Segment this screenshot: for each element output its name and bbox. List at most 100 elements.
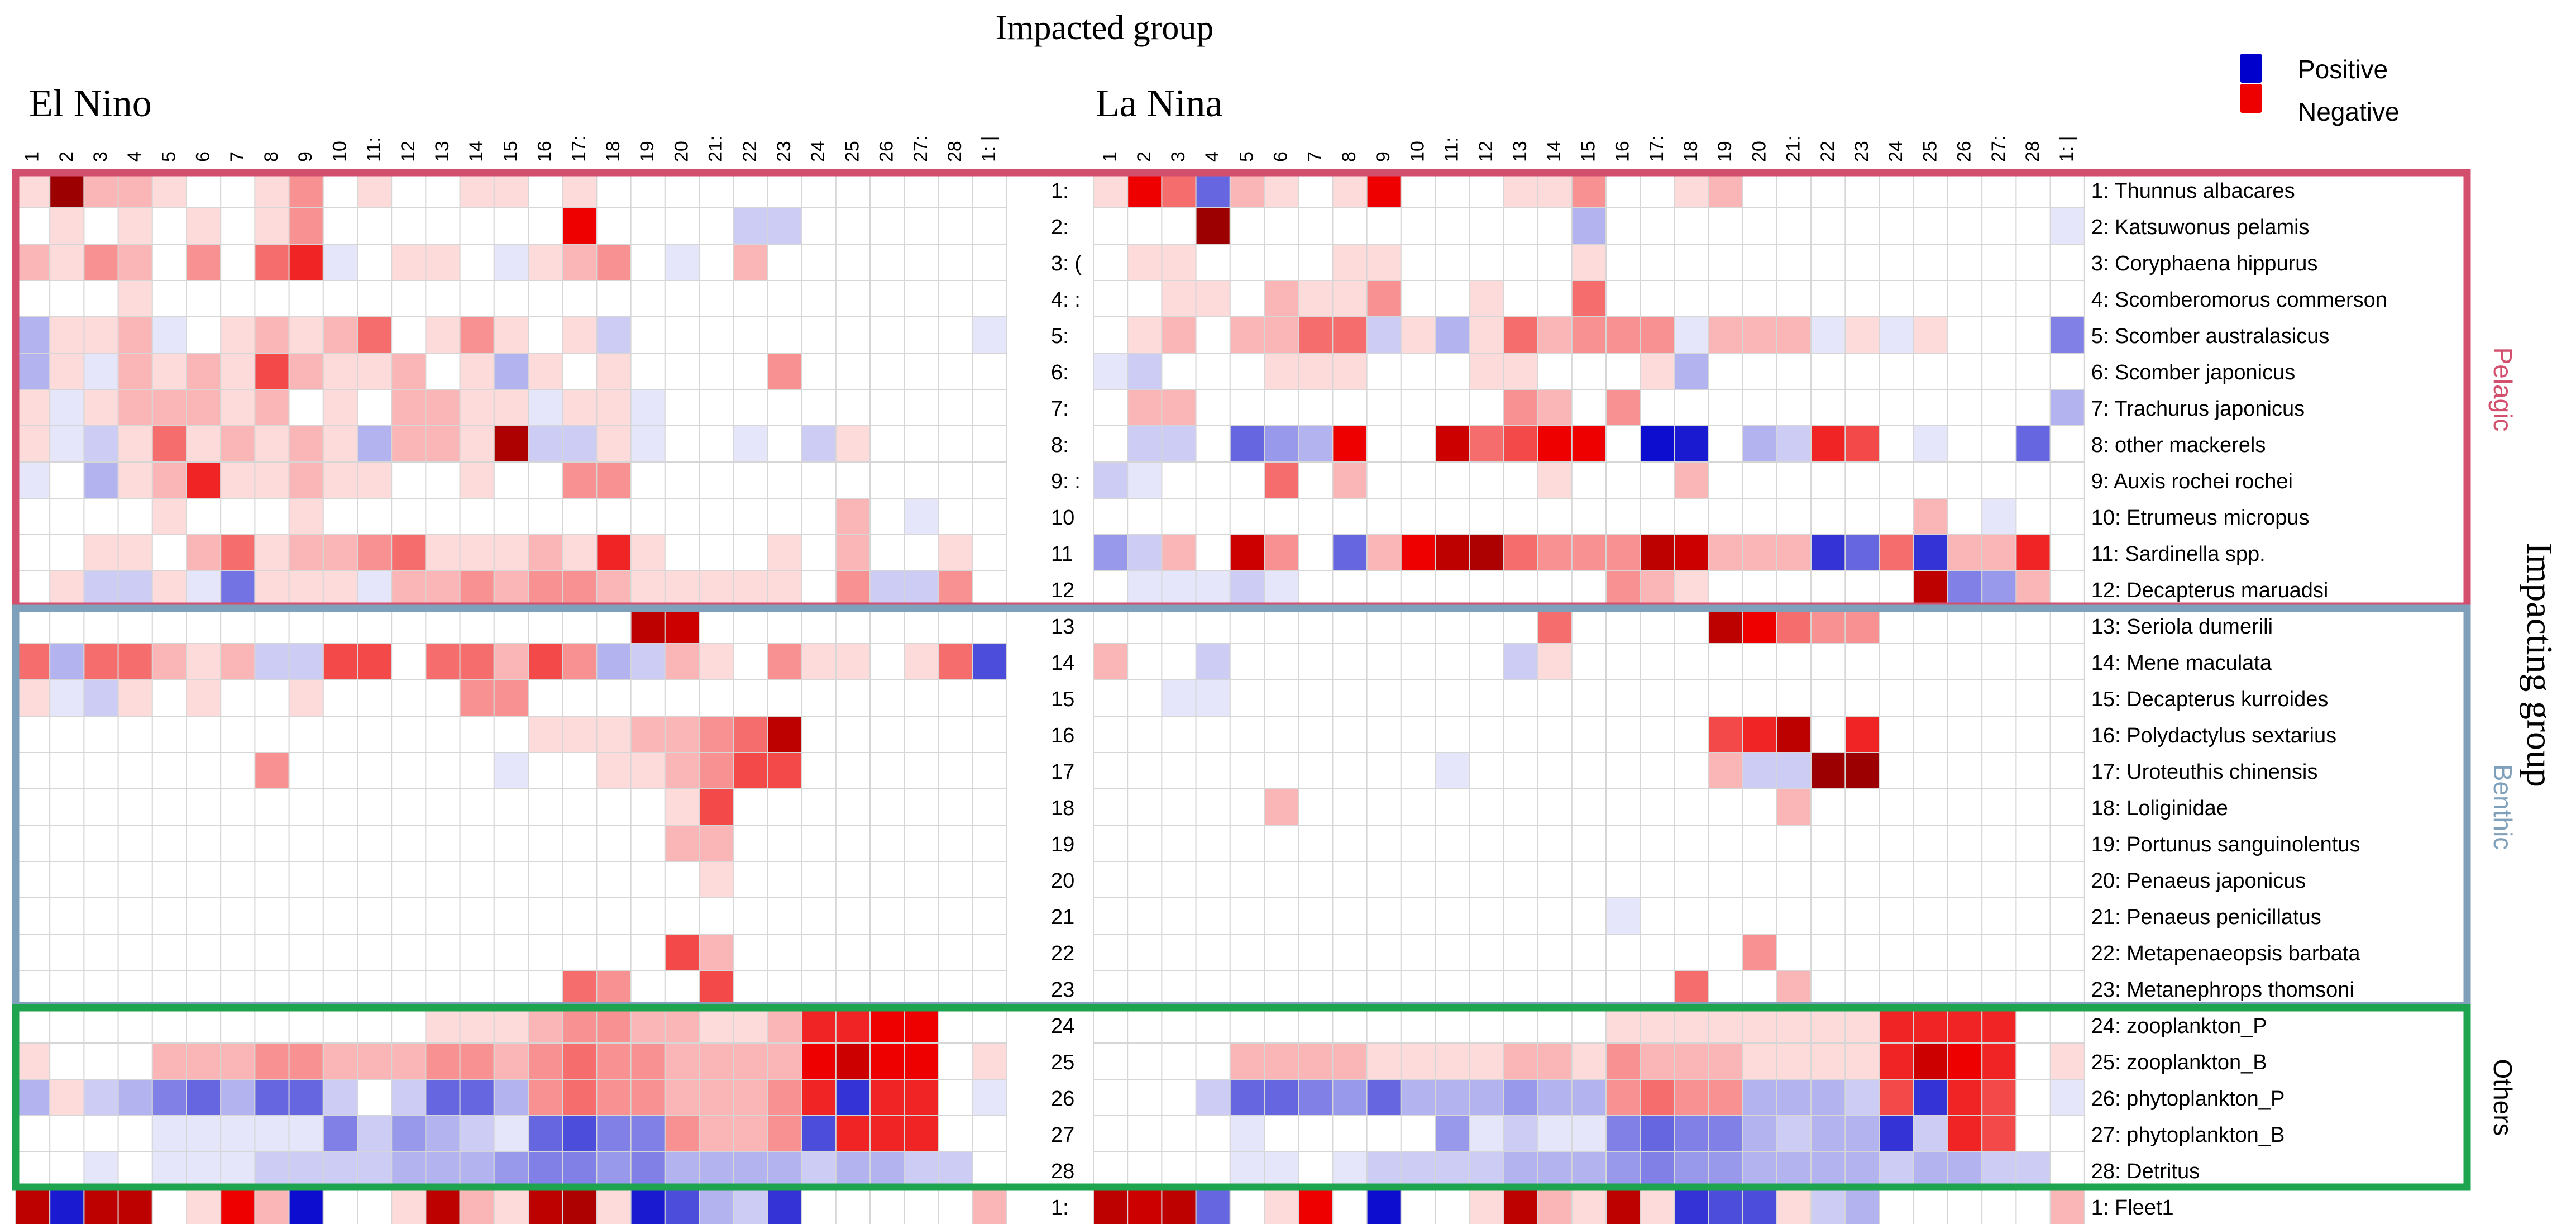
heatmap-cell xyxy=(1844,461,1880,499)
heatmap-cell xyxy=(1947,461,1983,499)
heatmap-cell xyxy=(664,1188,700,1224)
heatmap-cell xyxy=(49,1006,85,1044)
heatmap-cell xyxy=(1605,425,1641,463)
heatmap-cell xyxy=(1400,1042,1436,1080)
row-label: 7: Trachurus japonicus xyxy=(2091,397,2305,421)
heatmap-cell xyxy=(1913,1151,1949,1189)
x-tick-label: 2 xyxy=(1134,151,1155,162)
heatmap-cell xyxy=(1400,316,1436,354)
heatmap-cell xyxy=(1708,316,1743,354)
heatmap-cell xyxy=(1879,934,1914,971)
heatmap-cell xyxy=(186,353,222,390)
heatmap-cell xyxy=(528,607,563,644)
heatmap-cell xyxy=(1435,825,1470,862)
heatmap-cell xyxy=(733,1188,768,1224)
heatmap-cell xyxy=(1195,607,1231,644)
heatmap-cell xyxy=(562,353,598,390)
heatmap-cell xyxy=(1366,353,1402,390)
heatmap-cell xyxy=(1879,570,1914,608)
x-tick-label: 23 xyxy=(773,141,795,162)
heatmap-cell xyxy=(1844,534,1880,571)
heatmap-cell xyxy=(425,934,461,971)
heatmap-cell xyxy=(357,788,393,826)
heatmap-cell xyxy=(83,788,119,826)
heatmap-cell xyxy=(1298,316,1334,354)
heatmap-cell xyxy=(425,788,461,826)
heatmap-cell xyxy=(1400,788,1436,826)
heatmap-cell xyxy=(83,1188,119,1224)
heatmap-cell xyxy=(1503,679,1538,717)
heatmap-cell xyxy=(1127,679,1163,717)
heatmap-cell xyxy=(869,752,905,789)
x-tick-label: 15 xyxy=(500,141,521,162)
heatmap-cell xyxy=(1229,461,1265,499)
heatmap-cell xyxy=(1879,897,1914,935)
heatmap-cell xyxy=(1605,1151,1641,1189)
heatmap-cell xyxy=(1400,1115,1436,1152)
heatmap-cell xyxy=(1366,207,1402,245)
heatmap-cell xyxy=(2049,207,2085,245)
heatmap-cell xyxy=(254,280,290,317)
heatmap-cell xyxy=(1093,244,1129,281)
heatmap-cell xyxy=(767,861,802,898)
heatmap-cell xyxy=(288,316,324,354)
heatmap-cell xyxy=(220,1188,256,1224)
heatmap-cell xyxy=(528,316,563,354)
heatmap-cell xyxy=(1981,679,2017,717)
heatmap-cell xyxy=(2049,934,2085,971)
heatmap-cell xyxy=(1400,1079,1436,1116)
heatmap-cell xyxy=(220,389,256,426)
heatmap-cell xyxy=(1947,207,1983,245)
heatmap-cell xyxy=(493,353,529,390)
heatmap-cell xyxy=(1093,897,1129,935)
heatmap-cells-el-nino xyxy=(15,171,1007,1224)
heatmap-cell xyxy=(186,389,222,426)
heatmap-cell xyxy=(801,353,837,390)
heatmap-cell xyxy=(1537,752,1573,789)
heatmap-cell xyxy=(1674,897,1709,935)
heatmap-cell xyxy=(596,461,632,499)
heatmap-cell xyxy=(1913,716,1949,753)
heatmap-cell xyxy=(664,752,700,789)
heatmap-cell xyxy=(1708,825,1743,862)
heatmap-cell xyxy=(1913,425,1949,463)
heatmap-cell xyxy=(1708,788,1743,826)
heatmap-cell xyxy=(322,825,358,862)
heatmap-cell xyxy=(1742,1115,1778,1152)
row-label: 12: Decapterus maruadsi xyxy=(2091,579,2329,602)
heatmap-cell xyxy=(596,1042,632,1080)
heatmap-cell xyxy=(801,1006,837,1044)
heatmap-cell xyxy=(151,643,187,680)
heatmap-cell xyxy=(1229,861,1265,898)
x-axis-labels-el-nino: 1 2 3 4 5 6 7 8 9 10 11: 12 13 14 15 16 17: 18 19 20 21: 22 23… xyxy=(22,136,1000,162)
heatmap-cell xyxy=(630,389,666,426)
heatmap-cell xyxy=(528,934,563,971)
heatmap-cell xyxy=(1947,1042,1983,1080)
heatmap-cell xyxy=(220,425,256,463)
heatmap-cell xyxy=(1469,607,1504,644)
heatmap-cell xyxy=(322,1151,358,1189)
heatmap-cell xyxy=(49,970,85,1007)
heatmap-cell xyxy=(357,498,393,535)
heatmap-cell xyxy=(733,316,768,354)
heatmap-cell xyxy=(1879,353,1914,390)
heatmap-cell xyxy=(699,752,734,789)
heatmap-cell xyxy=(117,1042,153,1080)
heatmap-cell xyxy=(938,353,973,390)
heatmap-cell xyxy=(1674,1188,1709,1224)
heatmap-cell xyxy=(1981,316,2017,354)
heatmap-cell xyxy=(254,244,290,281)
x-axis-labels-la-nina: 1 2 3 4 5 6 7 8 9 10 11: 12 13 14 15 16 17: 18 19 20 21: 22 23… xyxy=(1100,136,2078,162)
heatmap-cell xyxy=(15,607,51,644)
x-tick-label: 24 xyxy=(1885,141,1906,162)
heatmap-cell xyxy=(220,716,256,753)
heatmap-cell xyxy=(425,1079,461,1116)
heatmap-cell xyxy=(2015,716,2051,753)
x-tick-label: 28 xyxy=(2022,141,2043,162)
heatmap-cell xyxy=(49,425,85,463)
heatmap-cell xyxy=(1264,825,1299,862)
x-tick-label: 7 xyxy=(1304,151,1326,162)
heatmap-cell xyxy=(1332,461,1368,499)
heatmap-cell xyxy=(1742,534,1778,571)
heatmap-cell xyxy=(664,1079,700,1116)
